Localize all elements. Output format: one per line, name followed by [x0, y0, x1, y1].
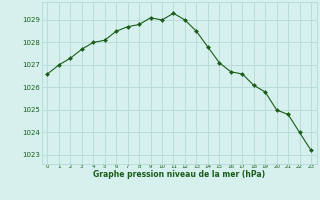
X-axis label: Graphe pression niveau de la mer (hPa): Graphe pression niveau de la mer (hPa)	[93, 170, 265, 179]
